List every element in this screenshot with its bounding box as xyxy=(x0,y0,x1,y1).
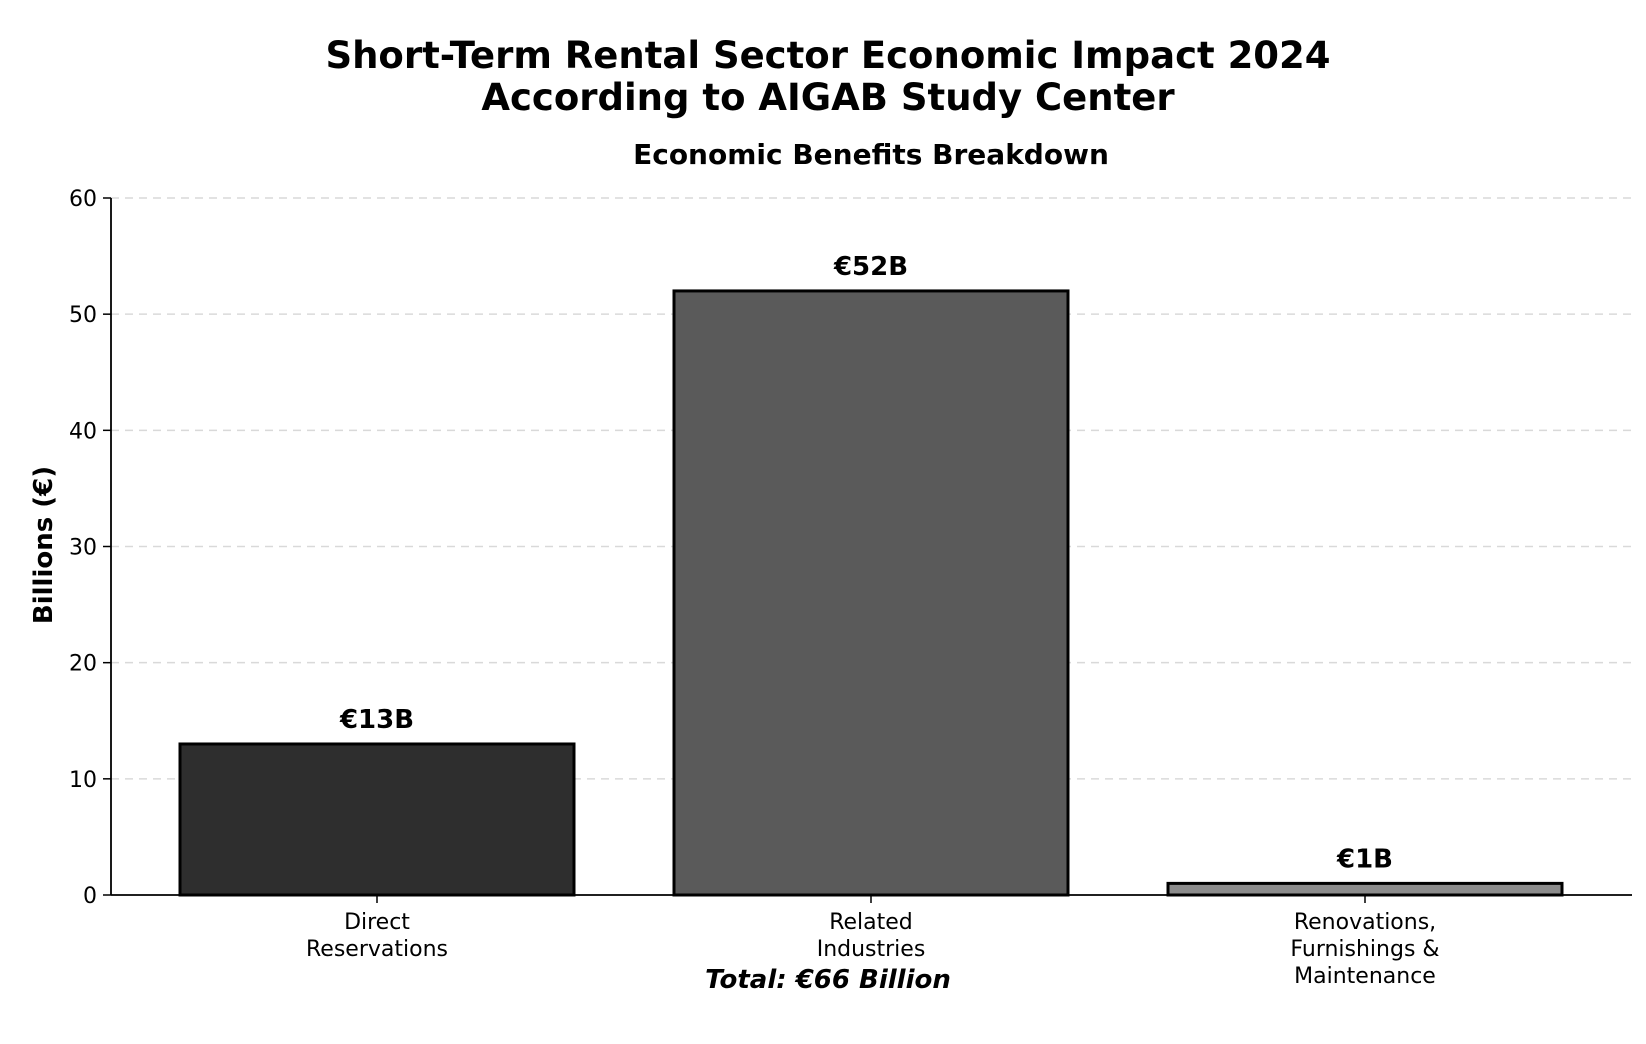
x-tick-label-0-1: Reservations xyxy=(306,937,448,962)
bar-0 xyxy=(178,742,576,897)
x-tick-label-0-0: Direct xyxy=(344,910,410,935)
x-tick-label-1-0: Related xyxy=(829,910,913,935)
y-tick-label: 40 xyxy=(69,419,97,444)
chart-title-line-2: According to AIGAB Study Center xyxy=(481,76,1175,119)
data-label-0: €13B xyxy=(339,705,414,735)
y-tick-label: 50 xyxy=(69,303,97,328)
data-label-1: €52B xyxy=(833,252,908,282)
y-axis-ticks: 0 10 20 30 40 50 60 xyxy=(69,187,111,909)
y-tick-label: 30 xyxy=(69,536,97,561)
data-label-2: €1B xyxy=(1336,844,1393,874)
x-tick-label-2-2: Maintenance xyxy=(1294,964,1436,989)
y-axis-label: Billions (€) xyxy=(29,466,59,624)
x-tick-label-2-0: Renovations, xyxy=(1294,910,1436,935)
x-tick-label-1-1: Industries xyxy=(817,937,926,962)
y-tick-label: 20 xyxy=(69,652,97,677)
bar-1 xyxy=(672,289,1070,897)
bars xyxy=(178,289,1564,897)
chart-subtitle: Economic Benefits Breakdown xyxy=(633,138,1109,171)
y-tick-label: 0 xyxy=(83,884,97,909)
y-tick-label: 10 xyxy=(69,768,97,793)
chart-title-line-1: Short-Term Rental Sector Economic Impact… xyxy=(325,34,1330,77)
y-tick-label: 60 xyxy=(69,187,97,212)
x-tick-label-2-1: Furnishings & xyxy=(1290,937,1439,962)
bar-2 xyxy=(1166,881,1564,897)
x-axis-label: Total: €66 Billion xyxy=(705,965,951,995)
data-labels: €13B €52B €1B xyxy=(339,252,1393,874)
